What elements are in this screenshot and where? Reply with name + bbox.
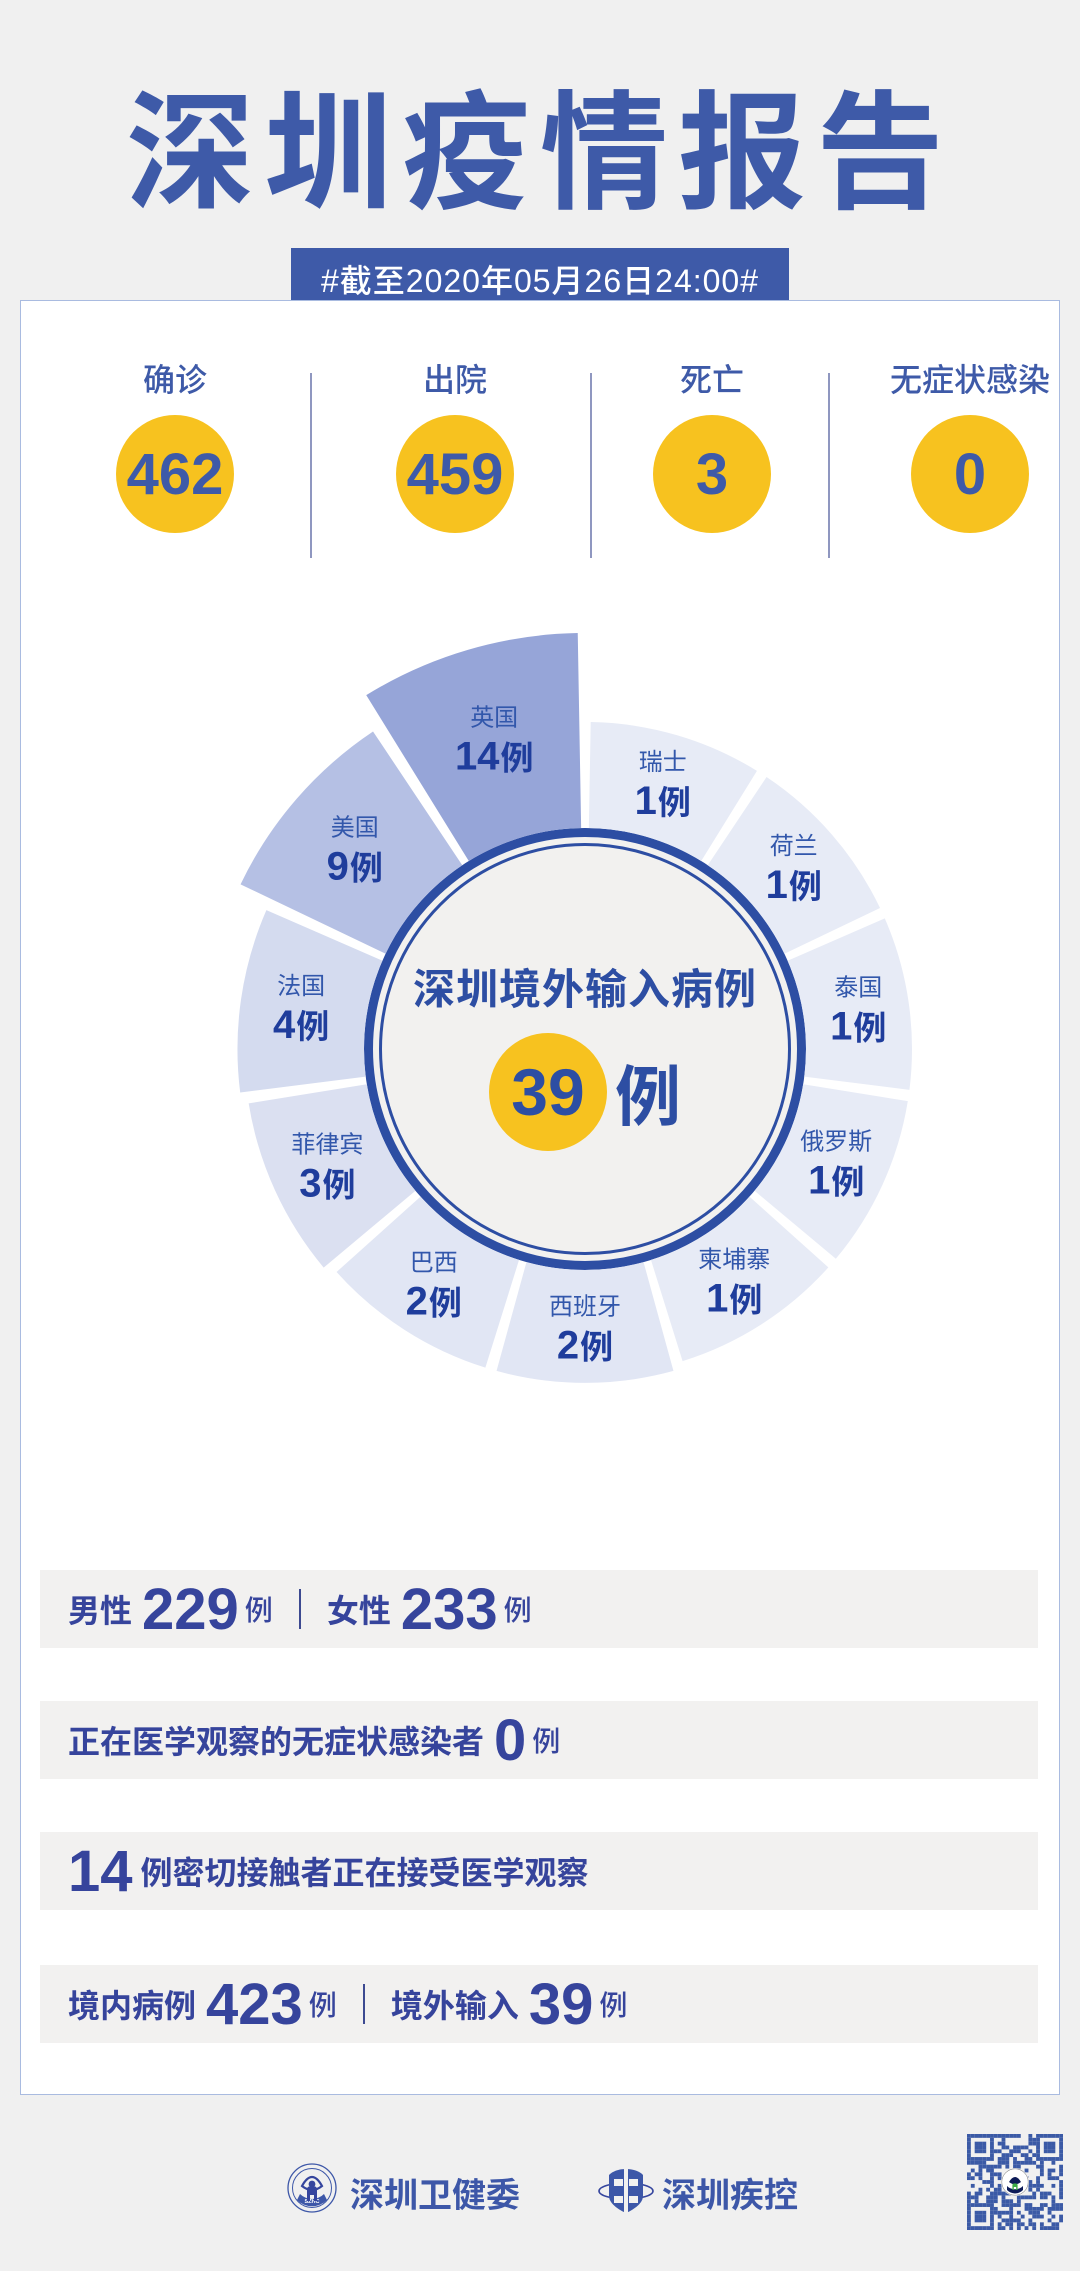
svg-text:英国: 英国: [470, 698, 518, 733]
svg-text:菲律宾: 菲律宾: [291, 1125, 363, 1160]
svg-text:3例: 3例: [299, 1159, 355, 1207]
svg-text:西班牙: 西班牙: [549, 1287, 621, 1322]
svg-text:巴西: 巴西: [410, 1242, 458, 1277]
svg-text:俄罗斯: 俄罗斯: [800, 1122, 872, 1157]
svg-text:1例: 1例: [635, 776, 691, 824]
svg-text:14例: 14例: [455, 732, 534, 780]
svg-text:2例: 2例: [557, 1321, 613, 1369]
svg-text:1例: 1例: [830, 1002, 886, 1050]
svg-text:柬埔寨: 柬埔寨: [698, 1239, 770, 1274]
svg-text:泰国: 泰国: [834, 968, 882, 1003]
svg-text:荷兰: 荷兰: [770, 826, 818, 861]
svg-text:2例: 2例: [406, 1276, 462, 1324]
svg-text:1例: 1例: [706, 1273, 762, 1321]
svg-text:法国: 法国: [277, 966, 325, 1001]
svg-text:4例: 4例: [273, 1000, 329, 1048]
svg-text:美国: 美国: [331, 808, 379, 843]
svg-text:1例: 1例: [766, 860, 822, 908]
svg-text:1例: 1例: [808, 1156, 864, 1204]
svg-text:9例: 9例: [327, 842, 383, 890]
svg-text:瑞士: 瑞士: [639, 742, 687, 777]
